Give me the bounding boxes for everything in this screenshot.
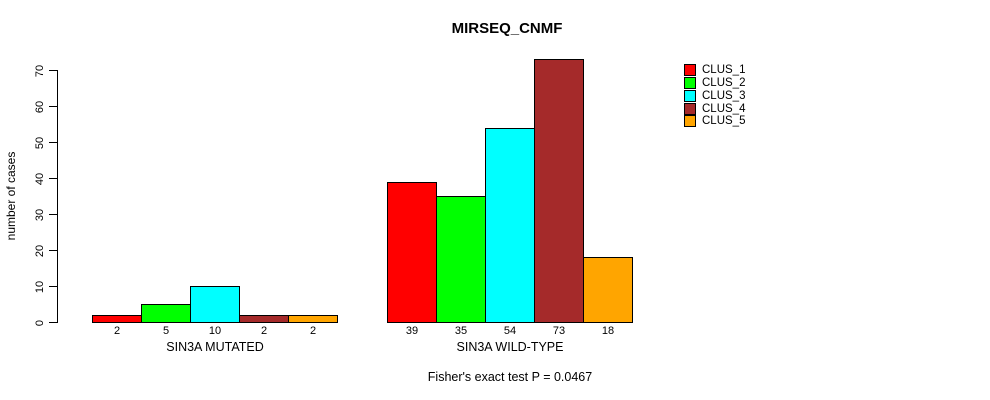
legend-item: CLUS_1 (684, 64, 745, 77)
y-tick-label: 30 (34, 208, 46, 221)
legend-swatch-icon (684, 102, 696, 115)
legend: CLUS_1 CLUS_2 CLUS_3 CLUS_4 CLUS_5 (684, 64, 745, 128)
legend-item: CLUS_5 (684, 115, 745, 128)
bar-value-label: 10 (208, 325, 222, 337)
group-label: SIN3A WILD-TYPE (456, 340, 564, 354)
legend-label: CLUS_5 (702, 115, 746, 128)
bar (485, 128, 535, 323)
y-tick (49, 250, 57, 251)
legend-label: CLUS_1 (702, 64, 746, 77)
y-tick-label: 60 (34, 100, 46, 113)
bar-value-label: 54 (503, 325, 517, 337)
y-tick (49, 322, 57, 323)
legend-swatch-icon (684, 64, 696, 77)
legend-item: CLUS_4 (684, 102, 745, 115)
bar-value-label: 2 (309, 325, 317, 337)
chart-title: MIRSEQ_CNMF (451, 20, 563, 37)
y-tick (49, 106, 57, 107)
y-tick-label: 50 (34, 136, 46, 149)
y-tick-label: 20 (34, 244, 46, 257)
bar (288, 315, 338, 323)
caption-text: Fisher's exact test P = 0.0467 (427, 370, 593, 384)
y-tick (49, 286, 57, 287)
bar (92, 315, 142, 323)
legend-swatch-icon (684, 115, 696, 128)
legend-swatch-icon (684, 89, 696, 102)
y-tick-label: 0 (34, 319, 46, 326)
y-tick-label: 10 (34, 280, 46, 293)
bar-value-label: 2 (260, 325, 268, 337)
y-tick-label: 70 (34, 64, 46, 77)
legend-label: CLUS_2 (702, 77, 746, 90)
bar (190, 286, 240, 323)
bar-value-label: 2 (113, 325, 121, 337)
bar (534, 59, 584, 323)
legend-label: CLUS_4 (702, 102, 746, 115)
bar-value-label: 39 (405, 325, 419, 337)
bar (141, 304, 191, 323)
legend-swatch-icon (684, 77, 696, 90)
legend-label: CLUS_3 (702, 89, 746, 102)
y-tick (49, 142, 57, 143)
y-tick (49, 178, 57, 179)
bar (583, 257, 633, 323)
bar-value-label: 18 (601, 325, 615, 337)
y-axis-title: number of cases (4, 151, 18, 241)
legend-item: CLUS_3 (684, 89, 746, 103)
bar (387, 182, 437, 323)
group-label: SIN3A MUTATED (166, 340, 264, 354)
bar (239, 315, 289, 323)
bar-value-label: 73 (552, 325, 566, 337)
y-tick (49, 214, 57, 215)
bar-value-label: 35 (454, 325, 468, 337)
legend-item: CLUS_2 (684, 77, 745, 90)
y-axis-line (57, 70, 58, 323)
y-tick (49, 70, 57, 71)
bar-value-label: 5 (162, 325, 170, 337)
bar (436, 196, 486, 323)
y-tick-label: 40 (34, 172, 46, 185)
